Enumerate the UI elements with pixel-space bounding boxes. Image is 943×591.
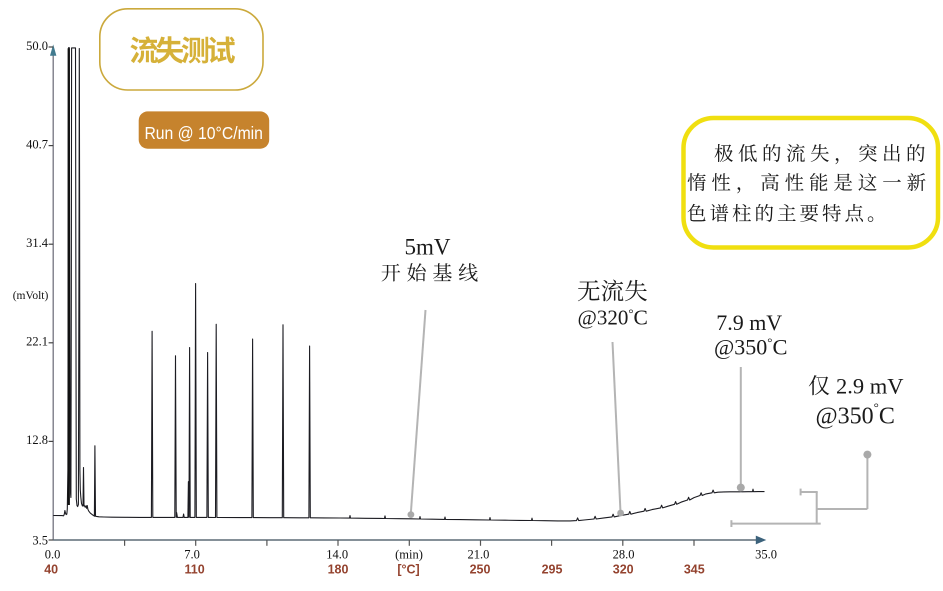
svg-text:40.7: 40.7 [26, 137, 48, 151]
svg-text:35.0: 35.0 [755, 548, 777, 562]
svg-text:[°C]: [°C] [397, 563, 419, 577]
svg-text:(min): (min) [395, 548, 423, 562]
svg-text:21.0: 21.0 [467, 548, 489, 562]
svg-text:5mV: 5mV [405, 235, 451, 260]
svg-text:14.0: 14.0 [326, 548, 348, 562]
svg-text:@350°C: @350°C [816, 400, 895, 430]
svg-text:250: 250 [470, 563, 491, 577]
svg-text:2.9 mV: 2.9 mV [836, 374, 904, 399]
svg-text:@350°C: @350°C [714, 335, 787, 360]
svg-text:295: 295 [542, 563, 563, 577]
svg-text:22.1: 22.1 [26, 335, 48, 349]
svg-text:@320°C: @320°C [578, 306, 648, 330]
svg-text:31.4: 31.4 [26, 236, 49, 250]
svg-text:0.0: 0.0 [45, 548, 61, 562]
svg-text:(mVolt): (mVolt) [13, 290, 49, 302]
svg-text:320: 320 [613, 563, 634, 577]
svg-text:180: 180 [328, 563, 349, 577]
svg-text:Run @ 10°C/min: Run @ 10°C/min [144, 123, 263, 143]
svg-text:345: 345 [684, 563, 705, 577]
svg-text:12.8: 12.8 [26, 433, 48, 447]
svg-text:3.5: 3.5 [32, 533, 48, 547]
svg-text:7.0: 7.0 [184, 548, 200, 562]
svg-text:110: 110 [185, 563, 205, 577]
svg-text:7.9 mV: 7.9 mV [716, 310, 782, 335]
svg-text:28.0: 28.0 [613, 548, 635, 562]
svg-text:40: 40 [44, 563, 58, 577]
svg-text:50.0: 50.0 [26, 39, 48, 53]
